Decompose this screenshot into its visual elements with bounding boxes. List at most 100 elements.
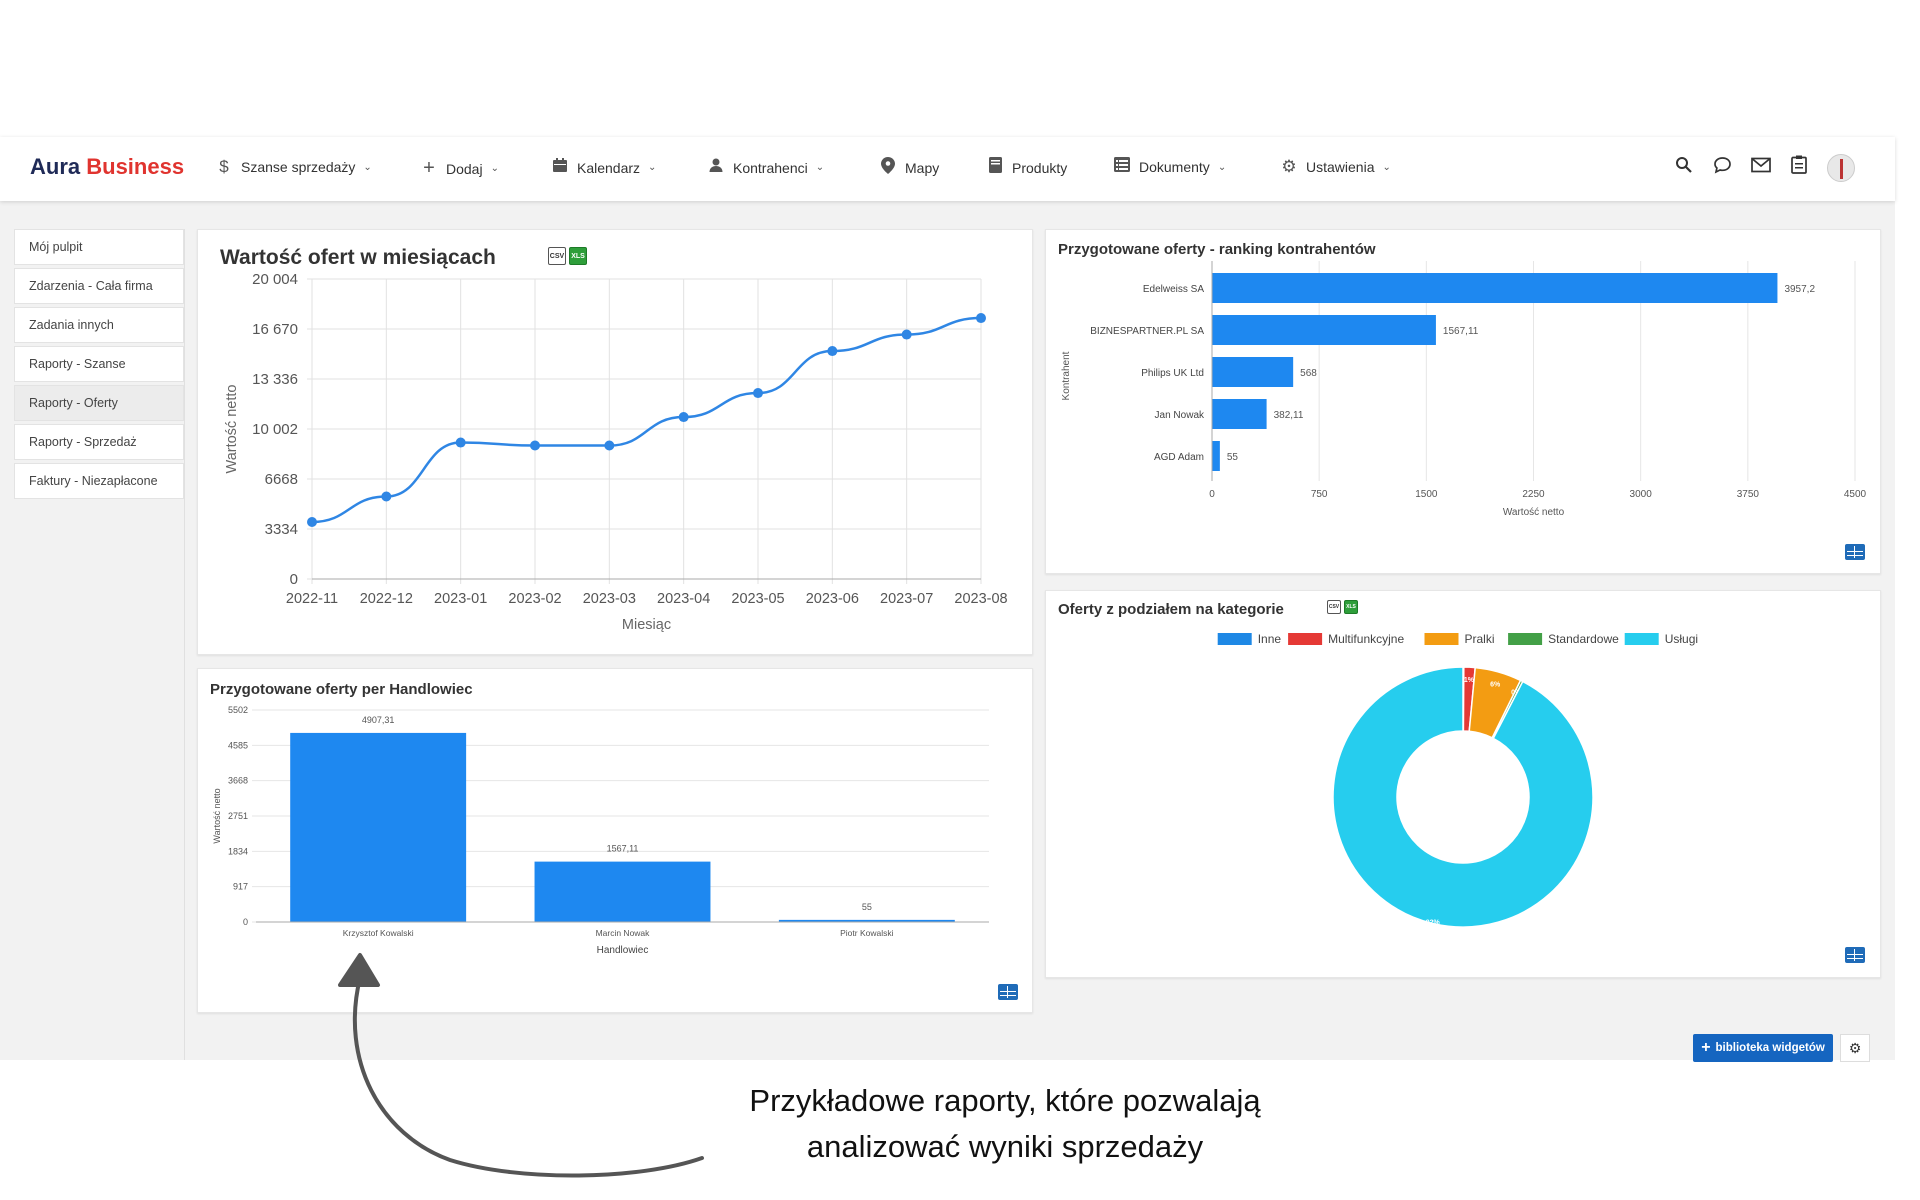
y-axis-label: Wartość netto [212, 788, 222, 843]
chevron-down-icon: ⌄ [490, 163, 499, 174]
legend-label: Standardowe [1548, 632, 1619, 646]
sidebar-item-zdarzenia[interactable]: Zdarzenia - Cała firma [14, 268, 184, 304]
chat-icon[interactable] [1713, 156, 1732, 179]
value-label: 55 [862, 902, 872, 912]
sidebar-item-raporty-sprzedaz[interactable]: Raporty - Sprzedaż [14, 424, 184, 460]
table-view-button[interactable] [1845, 544, 1865, 560]
category-label: Philips UK Ltd [1141, 368, 1204, 379]
csv-export-icon[interactable]: CSV [548, 247, 566, 265]
sidebar-item-raporty-szanse[interactable]: Raporty - Szanse [14, 346, 184, 382]
y-tick-label: 2751 [228, 811, 248, 821]
user-avatar[interactable] [1827, 154, 1855, 182]
export-buttons: CSV XLS [1327, 600, 1358, 614]
sidebar-item-zadania-innych[interactable]: Zadania innych [14, 307, 184, 343]
widget-library-button[interactable]: + biblioteka widgetów [1693, 1034, 1833, 1062]
x-tick-label: 2022-12 [360, 591, 413, 607]
brand-part2: Business [86, 154, 185, 179]
y-tick-label: 917 [233, 882, 248, 892]
caption-line2: analizować wyniki sprzedaży [806, 1129, 1204, 1164]
value-label: 568 [1300, 368, 1317, 379]
legend-label: Pralki [1465, 632, 1495, 646]
search-icon[interactable] [1675, 156, 1693, 179]
y-axis-label: Kontrahent [1061, 351, 1072, 400]
nav-mapy[interactable]: Mapy [879, 157, 939, 179]
sidebar-item-moj-pulpit[interactable]: Mój pulpit [14, 229, 184, 265]
nav-kalendarz[interactable]: Kalendarz ⌄ [551, 157, 656, 178]
nav-label: Produkty [1012, 159, 1068, 176]
chevron-down-icon: ⌄ [1217, 161, 1227, 173]
csv-export-icon[interactable]: CSV [1327, 600, 1341, 614]
xls-export-icon[interactable]: XLS [569, 247, 587, 265]
widget-title: Przygotowane oferty - ranking kontrahent… [1058, 241, 1376, 258]
nav-label: Mapy [905, 160, 940, 176]
widget-monthly-values [197, 229, 1033, 655]
dollar-icon: $ [219, 157, 229, 176]
legend-swatch [1624, 633, 1659, 645]
bar [534, 861, 711, 922]
data-point [307, 517, 317, 528]
x-axis-label: Wartość netto [1503, 507, 1565, 518]
mail-icon[interactable] [1751, 157, 1771, 178]
bar [778, 919, 955, 922]
nav-produkty[interactable]: Produkty [986, 157, 1067, 178]
bar [1212, 315, 1436, 345]
gear-icon: ⚙ [1281, 157, 1297, 176]
legend-swatch [1424, 633, 1459, 645]
salesman-bar-chart: 0 917 1834 2751 3668 4585 5502 4907,31 Krzysztof… [212, 705, 989, 956]
chevron-down-icon: ⌄ [815, 162, 825, 173]
y-tick-label: 3334 [265, 521, 298, 538]
plus-icon: + [1701, 1039, 1711, 1056]
book-icon [986, 157, 1004, 178]
table-view-button[interactable] [998, 984, 1018, 1000]
dashboard-settings-button[interactable]: ⚙ [1840, 1034, 1870, 1062]
data-point [604, 440, 615, 451]
donut-slice [1332, 666, 1594, 928]
chevron-down-icon: ⌄ [1382, 161, 1391, 173]
xls-export-icon[interactable]: XLS [1344, 600, 1358, 614]
sidebar-item-faktury[interactable]: Faktury - Niezapłacone [14, 463, 184, 499]
data-point [901, 329, 912, 340]
nav-label: Kalendarz [577, 159, 641, 176]
category-label: Piotr Kowalski [840, 928, 893, 938]
category-label: Jan Nowak [1155, 410, 1205, 421]
bar [1212, 441, 1220, 471]
table-view-button[interactable] [1845, 947, 1865, 963]
y-tick-label: 13 336 [252, 371, 298, 388]
nav-ustawienia[interactable]: ⚙ Ustawienia ⌄ [1280, 157, 1391, 177]
nav-kontrahenci[interactable]: Kontrahenci ⌄ [707, 157, 824, 178]
data-point [530, 440, 540, 451]
export-buttons: CSV XLS [548, 247, 587, 265]
series-line [311, 316, 982, 524]
legend-swatch [1288, 633, 1323, 645]
nav-label: Szanse sprzedaży [241, 159, 356, 175]
x-tick-label: 2023-01 [434, 591, 487, 607]
y-tick-label: 0 [290, 571, 298, 588]
y-tick-label: 20 004 [252, 271, 298, 288]
legend-swatch [1508, 633, 1543, 645]
bar [1212, 357, 1294, 387]
data-point [678, 412, 689, 423]
x-tick-label: 2250 [1522, 489, 1545, 500]
nav-dodaj[interactable]: + Dodaj ⌄ [420, 157, 499, 180]
x-tick-label: 2023-06 [806, 591, 859, 607]
bar [1212, 399, 1267, 429]
clipboard-icon[interactable] [1791, 155, 1807, 179]
x-tick-label: 2023-03 [583, 591, 636, 607]
widget-title: Oferty z podziałem na kategorie [1058, 601, 1284, 618]
legend-label: Inne [1258, 632, 1282, 646]
caption-line1: Przykładowe raporty, które pozwalają [749, 1083, 1261, 1118]
categories-donut-chart: Inne Multifunkcyjne Pralki Standardowe Usług… [1217, 632, 1698, 928]
sidebar-item-raporty-oferty[interactable]: Raporty - Oferty [14, 385, 184, 421]
data-point [381, 491, 392, 502]
bar [1212, 273, 1778, 303]
value-label: 1567,11 [1443, 326, 1479, 337]
data-point [455, 437, 466, 448]
value-label: 55 [1227, 452, 1239, 463]
nav-dokumenty[interactable]: Dokumenty ⌄ [1113, 157, 1226, 177]
top-navbar [0, 137, 1895, 201]
user-icon [707, 157, 725, 178]
nav-szanse-sprzedazy[interactable]: $ Szanse sprzedaży ⌄ [215, 157, 372, 177]
brand-logo[interactable]: Aura Business [30, 154, 184, 180]
x-tick-label: 2023-05 [731, 591, 784, 607]
nav-label: Kontrahenci [733, 159, 808, 176]
